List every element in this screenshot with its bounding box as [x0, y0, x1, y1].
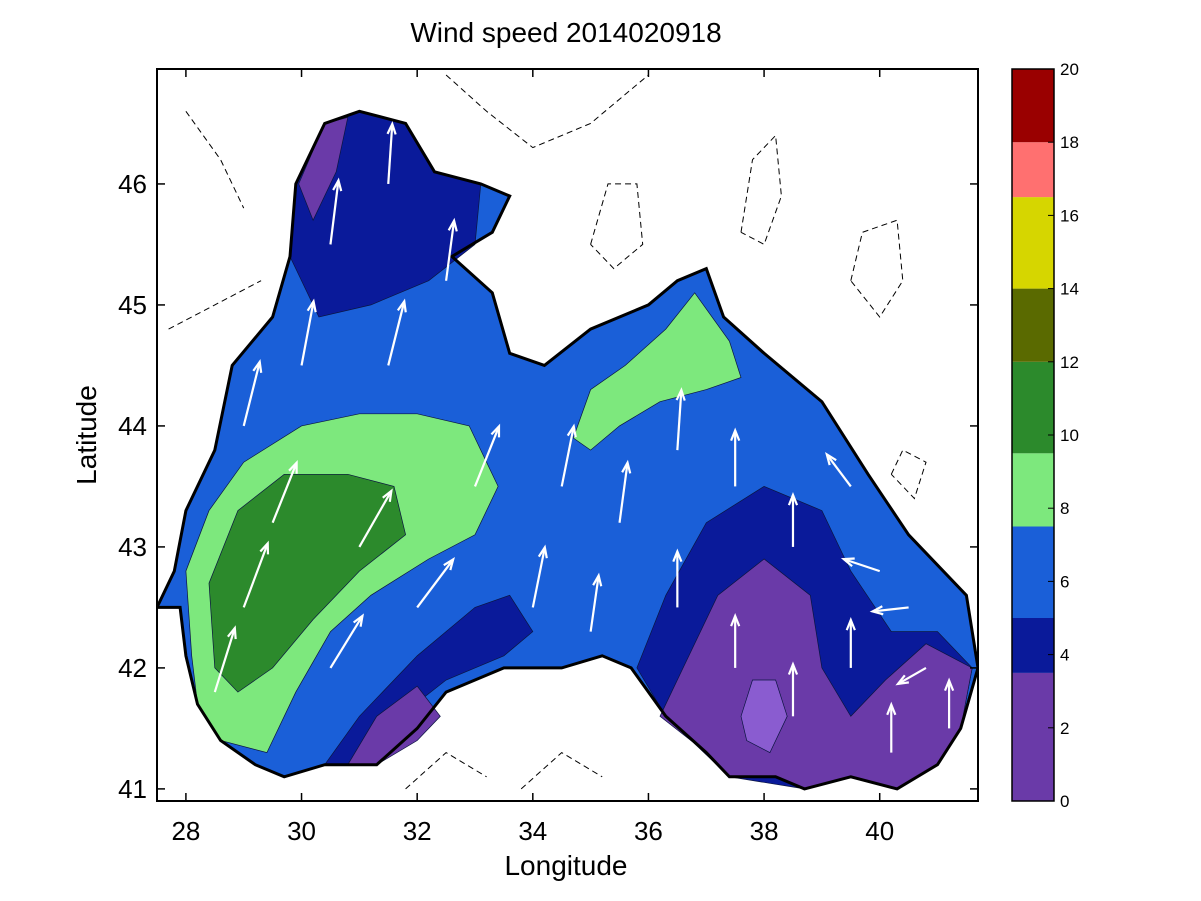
wind-vector-0: [213, 625, 237, 693]
wind-vector-9: [387, 298, 407, 366]
y-tick-label: 44: [118, 411, 147, 441]
wind-vector-16: [618, 459, 632, 523]
colorbar-tick-label: 12: [1060, 353, 1079, 372]
y-tick-label: 43: [118, 532, 147, 562]
wind-vector-26: [869, 605, 909, 616]
y-tick-label: 46: [118, 169, 147, 199]
wind-vector-12: [473, 423, 501, 487]
colorbar-band-8: [1012, 69, 1054, 143]
isoline-8: [405, 751, 487, 790]
y-tick-label: 45: [118, 290, 147, 320]
wind-vector-18: [675, 387, 686, 451]
wind-vector-11: [416, 557, 455, 609]
contour-band-light-purple-se: [740, 679, 788, 754]
wind-vector-24: [825, 452, 852, 488]
colorbar-band-6: [1012, 197, 1054, 289]
isoline-6: [445, 74, 649, 149]
x-tick-label: 40: [865, 816, 894, 846]
colorbar-tick-label: 20: [1060, 60, 1079, 79]
isoline-0: [740, 134, 782, 246]
x-ticks: 28 30 32 34 36 38 40: [171, 69, 894, 846]
colorbar-tick-label: 4: [1060, 646, 1069, 665]
y-ticks: 41 42 43 44 45 46: [118, 169, 978, 804]
x-tick-label: 32: [403, 816, 432, 846]
colorbar-band-0: [1012, 672, 1054, 801]
colorbar-tick-label: 10: [1060, 426, 1079, 445]
colorbar-bands: [1012, 69, 1054, 801]
colorbar-tick-label: 16: [1060, 206, 1079, 225]
wind-vector-21: [787, 661, 799, 717]
isoline-2: [850, 219, 904, 318]
isoline-1: [590, 183, 644, 270]
x-tick-label: 38: [750, 816, 779, 846]
wind-vector-14: [560, 423, 577, 487]
wind-vector-23: [845, 616, 856, 668]
wind-vector-22: [787, 491, 799, 547]
wind-vectors: [213, 120, 955, 753]
colorbar-band-3: [1012, 453, 1054, 527]
wind-vector-2: [271, 459, 298, 524]
contour-band-light-green-ne: [572, 292, 742, 451]
wind-vector-25: [840, 557, 881, 573]
wind-vector-1: [242, 540, 270, 608]
wind-vector-20: [730, 427, 741, 487]
wind-vector-28: [943, 677, 955, 729]
x-tick-label: 28: [171, 816, 200, 846]
wind-vector-27: [895, 666, 927, 686]
isoline-7: [520, 751, 603, 790]
y-tick-label: 42: [118, 653, 147, 683]
wind-vector-6: [386, 120, 397, 185]
colorbar-band-4: [1012, 361, 1054, 454]
colorbar-band-2: [1012, 526, 1054, 618]
colorbar-ticks: 0 2 4 6 8 10 12 14 16 18 20: [1048, 60, 1079, 811]
x-tick-label: 36: [634, 816, 663, 846]
x-tick-label: 30: [287, 816, 316, 846]
x-tick-label: 34: [518, 816, 547, 846]
colorbar-tick-label: 2: [1060, 719, 1069, 738]
colorbar-tick-label: 8: [1060, 499, 1069, 518]
colorbar-tick-label: 14: [1060, 280, 1079, 299]
colorbar: 0 2 4 6 8 10 12 14 16 18 20: [1011, 60, 1079, 811]
colorbar-tick-label: 0: [1060, 792, 1069, 811]
contour-band-green-w: [208, 473, 406, 693]
outside-isolines: [168, 74, 927, 790]
isoline-5: [185, 111, 245, 209]
coastline: [157, 109, 978, 791]
colorbar-band-5: [1012, 288, 1054, 362]
coastline-outline: [157, 109, 978, 791]
wind-vector-5: [329, 177, 343, 245]
isoline-4: [168, 280, 262, 330]
wind-vector-3: [242, 359, 263, 427]
wind-vector-29: [886, 701, 897, 753]
wind-vector-19: [730, 612, 741, 668]
chart-title: Wind speed 2014020918: [410, 17, 721, 48]
wind-vector-17: [672, 548, 683, 608]
x-axis-label: Longitude: [504, 850, 627, 881]
wind-vector-15: [589, 572, 603, 632]
y-tick-label: 41: [118, 774, 147, 804]
colorbar-tick-label: 18: [1060, 133, 1079, 152]
colorbar-band-1: [1012, 618, 1054, 673]
axes-frame: [156, 68, 979, 802]
wind-vector-7: [329, 613, 365, 669]
map-axes: 28 30 32 34 36 38 40 41 42 43 44 45 46: [118, 68, 979, 846]
y-axis-label: Latitude: [71, 385, 102, 485]
colorbar-tick-label: 6: [1060, 572, 1069, 591]
wind-vector-13: [531, 544, 548, 608]
wind-vector-8: [358, 488, 393, 548]
colorbar-band-7: [1012, 142, 1054, 198]
isoline-3: [890, 449, 927, 500]
wind-vector-10: [444, 217, 458, 281]
wind-vector-4: [300, 298, 317, 366]
